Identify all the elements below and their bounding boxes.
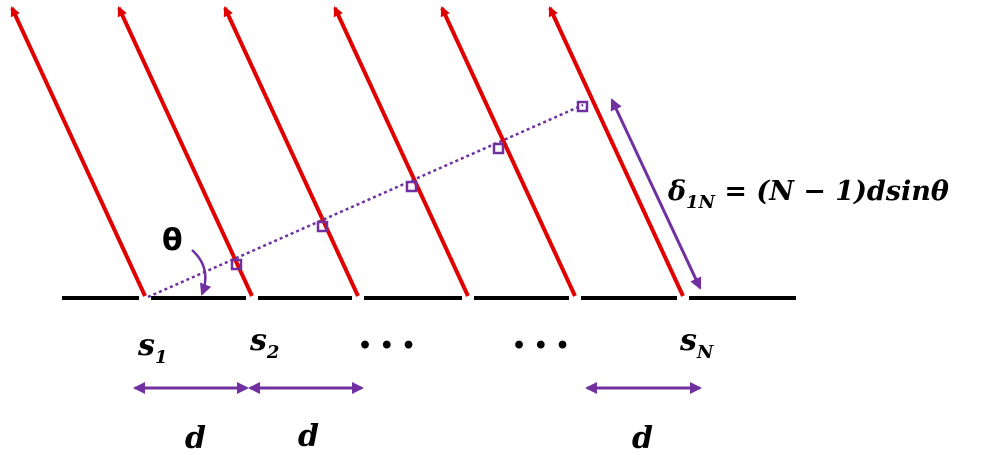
- slit-letter: s: [679, 323, 697, 358]
- formula-rest: = (N − 1)dsinθ: [715, 176, 949, 207]
- formula-sub: 1N: [686, 192, 717, 213]
- slit-sub: 2: [266, 342, 280, 363]
- formula: δ1N = (N − 1)dsinθ: [667, 176, 949, 213]
- slit-label: sN: [679, 323, 715, 363]
- spacing-label: d: [298, 419, 319, 454]
- rays: [10, 6, 685, 297]
- slit-sub: 1: [155, 347, 168, 368]
- slit-sub: N: [696, 342, 715, 363]
- path-difference: [133, 98, 702, 394]
- theta-label: θ: [162, 223, 183, 258]
- slit-letter: s: [137, 328, 155, 363]
- spacing-label: d: [632, 421, 653, 455]
- ellipsis: • • •: [358, 333, 416, 359]
- formula-symbol: δ: [667, 176, 686, 207]
- slit-label: s2: [249, 323, 279, 363]
- slit-label: s1: [137, 328, 167, 368]
- spacing-label: d: [185, 421, 206, 455]
- ellipsis: • • •: [512, 333, 570, 359]
- slit-letter: s: [249, 323, 267, 358]
